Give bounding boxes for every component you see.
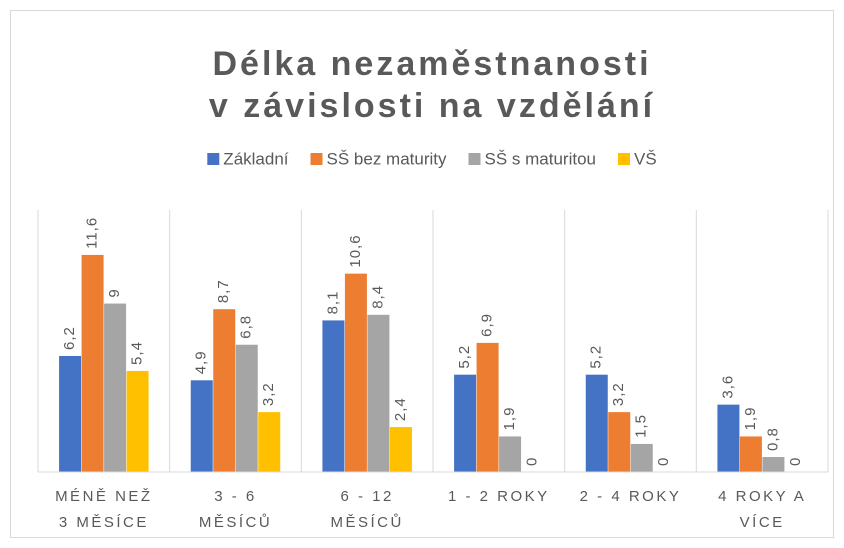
value-label: 4,9 [193, 350, 210, 374]
value-label: 8,1 [324, 291, 341, 315]
bar [367, 314, 390, 472]
bar [762, 457, 785, 472]
bar [104, 303, 127, 472]
value-label: 5,2 [456, 345, 473, 369]
value-label: 8,4 [369, 285, 386, 309]
x-tick-label: VÍCE [740, 514, 785, 531]
x-tick-label: 3 - 6 [214, 488, 257, 505]
bar [717, 404, 740, 472]
bar [126, 370, 149, 472]
value-label: 5,4 [129, 341, 146, 365]
value-label: 0 [524, 457, 541, 466]
bar [630, 443, 653, 472]
bar [235, 344, 258, 472]
value-label: 1,5 [633, 414, 650, 438]
bar [344, 273, 367, 472]
bar [608, 412, 631, 472]
value-label: 6,8 [238, 315, 255, 339]
x-tick-label: 1 - 2 ROKY [448, 488, 550, 505]
bar [476, 342, 499, 472]
bar [213, 309, 236, 472]
bar [454, 374, 477, 472]
value-label: 1,9 [501, 407, 518, 431]
legend-label: VŠ [634, 149, 657, 168]
bar [258, 412, 281, 472]
bar [585, 374, 608, 472]
value-label: 6,2 [61, 326, 78, 350]
legend-swatch [207, 153, 220, 165]
x-tick-label: 4 ROKY A [718, 488, 806, 505]
value-label: 0 [787, 457, 804, 466]
value-label: 5,2 [588, 345, 605, 369]
legend: Základní SŠ bez maturity SŠ s maturitou VŠ [207, 149, 657, 168]
value-label: 8,7 [215, 279, 232, 303]
value-label: 0,8 [764, 427, 781, 451]
x-tick-label: 6 - 12 [340, 488, 393, 505]
bar [59, 355, 82, 472]
chart-title: v závislosti na vzdělání [209, 87, 655, 125]
chart-title: Délka nezaměstnanosti [212, 45, 651, 83]
x-tick-label: MÉNĚ NEŽ [55, 488, 153, 505]
value-label: 2,4 [392, 397, 409, 421]
legend-label: SŠ s maturitou [485, 149, 597, 168]
legend-swatch [468, 153, 481, 165]
legend-label: Základní [223, 149, 288, 168]
value-label: 3,2 [260, 382, 277, 406]
x-tick-label: 2 - 4 ROKY [580, 488, 682, 505]
value-label: 10,6 [347, 234, 364, 267]
bar [322, 320, 345, 472]
legend-swatch [618, 153, 631, 165]
x-tick-label: 3 MĚSÍCE [59, 514, 149, 531]
bar [499, 436, 522, 472]
value-label: 1,9 [742, 407, 759, 431]
legend-swatch [310, 153, 323, 165]
bar [81, 254, 104, 472]
bar [389, 427, 412, 472]
value-label: 3,2 [610, 382, 627, 406]
x-tick-label: MĚSÍCŮ [330, 513, 403, 531]
bar [739, 436, 762, 472]
legend-label: SŠ bez maturity [327, 149, 447, 168]
value-label: 3,6 [719, 375, 736, 399]
value-label: 11,6 [84, 217, 101, 249]
value-label: 6,9 [479, 313, 496, 337]
value-label: 9 [106, 288, 123, 297]
value-label: 0 [655, 457, 672, 466]
x-tick-label: MĚSÍCŮ [199, 513, 272, 531]
bar [190, 380, 213, 472]
